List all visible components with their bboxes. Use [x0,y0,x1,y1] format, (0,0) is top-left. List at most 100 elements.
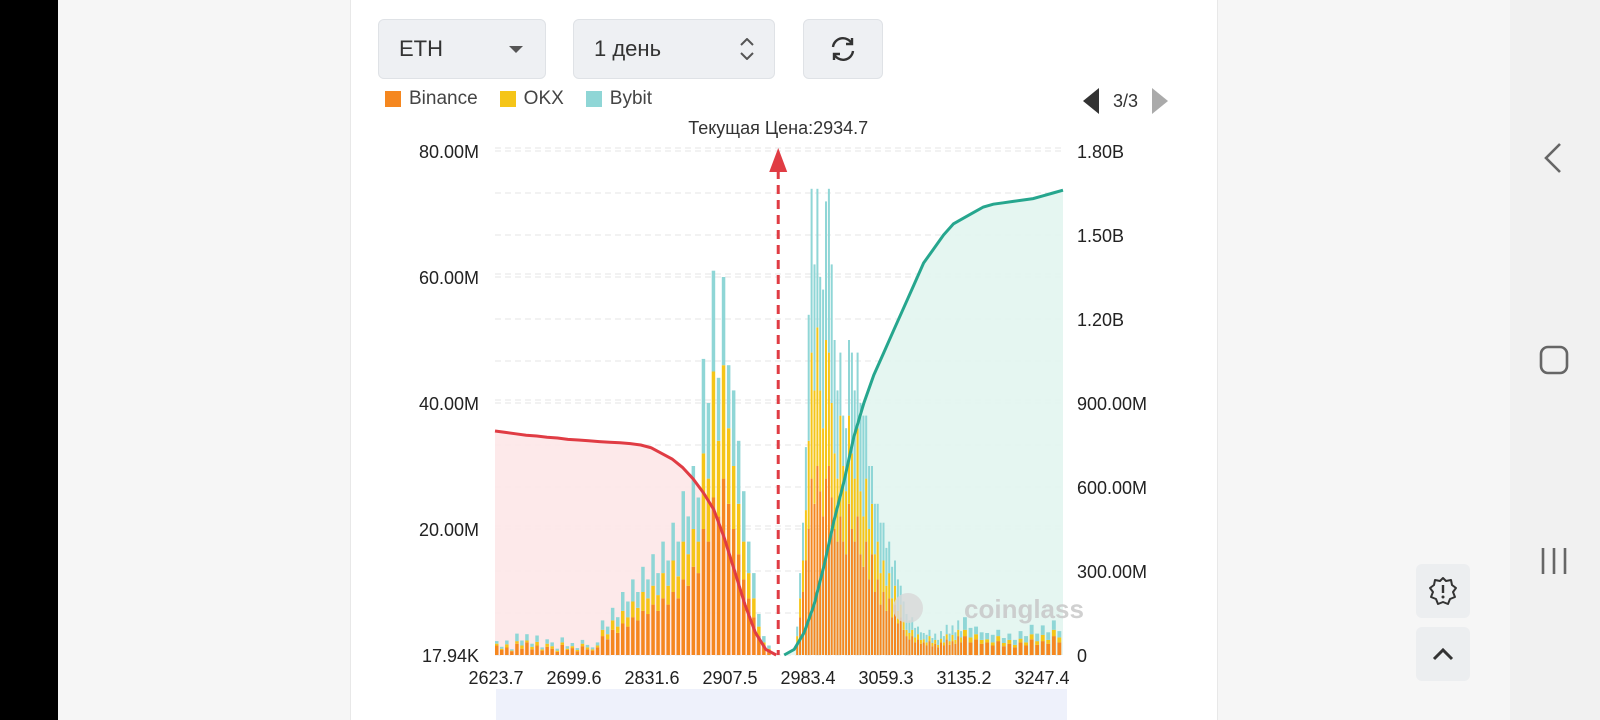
long-tail-bar-binance [979,643,984,655]
long-tail-bar-binance [1035,644,1040,655]
y-left-tick: 60.00M [419,268,479,288]
long-bar-binance [853,541,856,655]
short-bar-binance [500,650,504,655]
long-bar-binance [827,466,830,655]
long-bar-okx [850,453,853,529]
home-icon[interactable] [1538,344,1570,376]
legend-label: Bybit [609,88,653,109]
long-tail-bar-bybit [1018,631,1023,639]
short-bar-binance [681,579,685,655]
short-bar-binance [515,643,519,655]
short-bar-okx [676,576,680,599]
long-bar-okx [919,639,922,644]
long-bar-binance [954,643,957,655]
long-bar-okx [960,637,963,643]
legend-item-binance[interactable]: Binance [385,88,478,110]
legend-item-bybit[interactable]: Bybit [585,88,653,110]
long-tail-bar-okx [974,634,978,640]
long-bar-binance [865,541,868,655]
short-bar-binance [726,503,731,655]
short-bar-okx [525,640,529,643]
short-bar-binance [550,648,554,655]
scroll-top-button[interactable] [1416,627,1470,681]
long-tail-bar-binance [1013,647,1017,655]
long-bar-binance [919,643,922,655]
short-bar-binance [610,629,615,655]
short-bar-binance [706,541,711,655]
legend-item-okx[interactable]: OKX [499,88,564,110]
long-bar-binance [911,636,914,655]
short-bar-okx [520,645,524,649]
left-edge-bar [0,0,58,720]
short-bar-okx [747,573,751,599]
short-bar-okx [691,529,696,567]
long-bar-okx [833,453,836,529]
long-bar-okx [922,639,925,643]
short-bar-okx [656,595,660,611]
long-tail-bar-okx [985,639,990,643]
prev-page-icon[interactable] [1083,88,1099,114]
long-bar-binance [882,592,885,655]
long-bar-okx [856,428,859,517]
long-tail-bar-binance [996,641,1001,655]
short-bar-okx [580,643,585,647]
chevron-up-icon [1432,647,1454,661]
long-bar-bybit [917,626,919,635]
long-tail-bar-okx [968,637,973,643]
legend-pager: 3/3 [1083,88,1169,114]
next-page-icon[interactable] [1152,88,1169,114]
long-bar-okx [853,478,856,542]
short-bar-bybit [621,592,625,611]
refresh-button[interactable] [803,19,883,79]
short-bar-binance [661,598,665,655]
long-bar-bybit [871,466,873,504]
short-bar-bybit [600,620,605,630]
short-bar-binance [595,647,600,655]
long-tail-bar-bybit [963,617,967,630]
long-bar-binance [891,617,894,655]
long-tail-bar-binance [1001,646,1006,655]
coin-select[interactable]: ETH [378,19,546,79]
recents-icon[interactable] [1538,545,1570,577]
long-bar-binance [948,644,951,655]
short-bar-okx [575,650,580,652]
long-bar-okx [822,428,825,517]
long-bar-binance [934,643,937,655]
short-bar-okx [595,645,600,648]
long-bar-binance [917,639,919,656]
short-bar-okx [706,478,711,542]
long-bar-bybit [914,627,917,638]
long-bar-binance [856,516,859,655]
short-bar-binance [545,646,549,655]
short-bar-bybit [575,648,580,650]
back-icon[interactable] [1538,140,1568,176]
feedback-button[interactable] [1416,564,1470,618]
short-bar-bybit [762,636,766,643]
long-bar-okx [845,491,848,555]
short-bar-bybit [711,270,716,372]
long-bar-bybit [934,633,937,640]
short-bar-okx [646,598,650,615]
long-tail-bar-binance [1024,645,1028,655]
long-bar-binance [822,516,825,655]
short-bar-bybit [530,643,534,647]
long-bar-bybit [827,188,830,353]
long-bar-binance [810,478,813,655]
short-bar-okx [550,646,554,649]
long-bar-okx [876,541,879,580]
long-tail-bar-binance [974,639,978,656]
long-tail-bar-binance [1029,639,1034,656]
short-bar-binance [616,633,620,655]
long-tail-bar-okx [990,642,995,646]
short-bar-binance [747,598,751,655]
liquidation-map-panel [350,0,1218,720]
long-bar-okx [951,634,954,642]
period-select[interactable]: 1 день [573,19,775,79]
long-bar-binance [807,529,810,655]
long-tail-bar-binance [1046,643,1051,655]
long-tail-bar-okx [963,629,967,637]
long-bar-binance [819,491,822,655]
long-bar-bybit [822,289,825,429]
short-bar-bybit [565,646,570,649]
long-bar-binance [902,629,905,655]
